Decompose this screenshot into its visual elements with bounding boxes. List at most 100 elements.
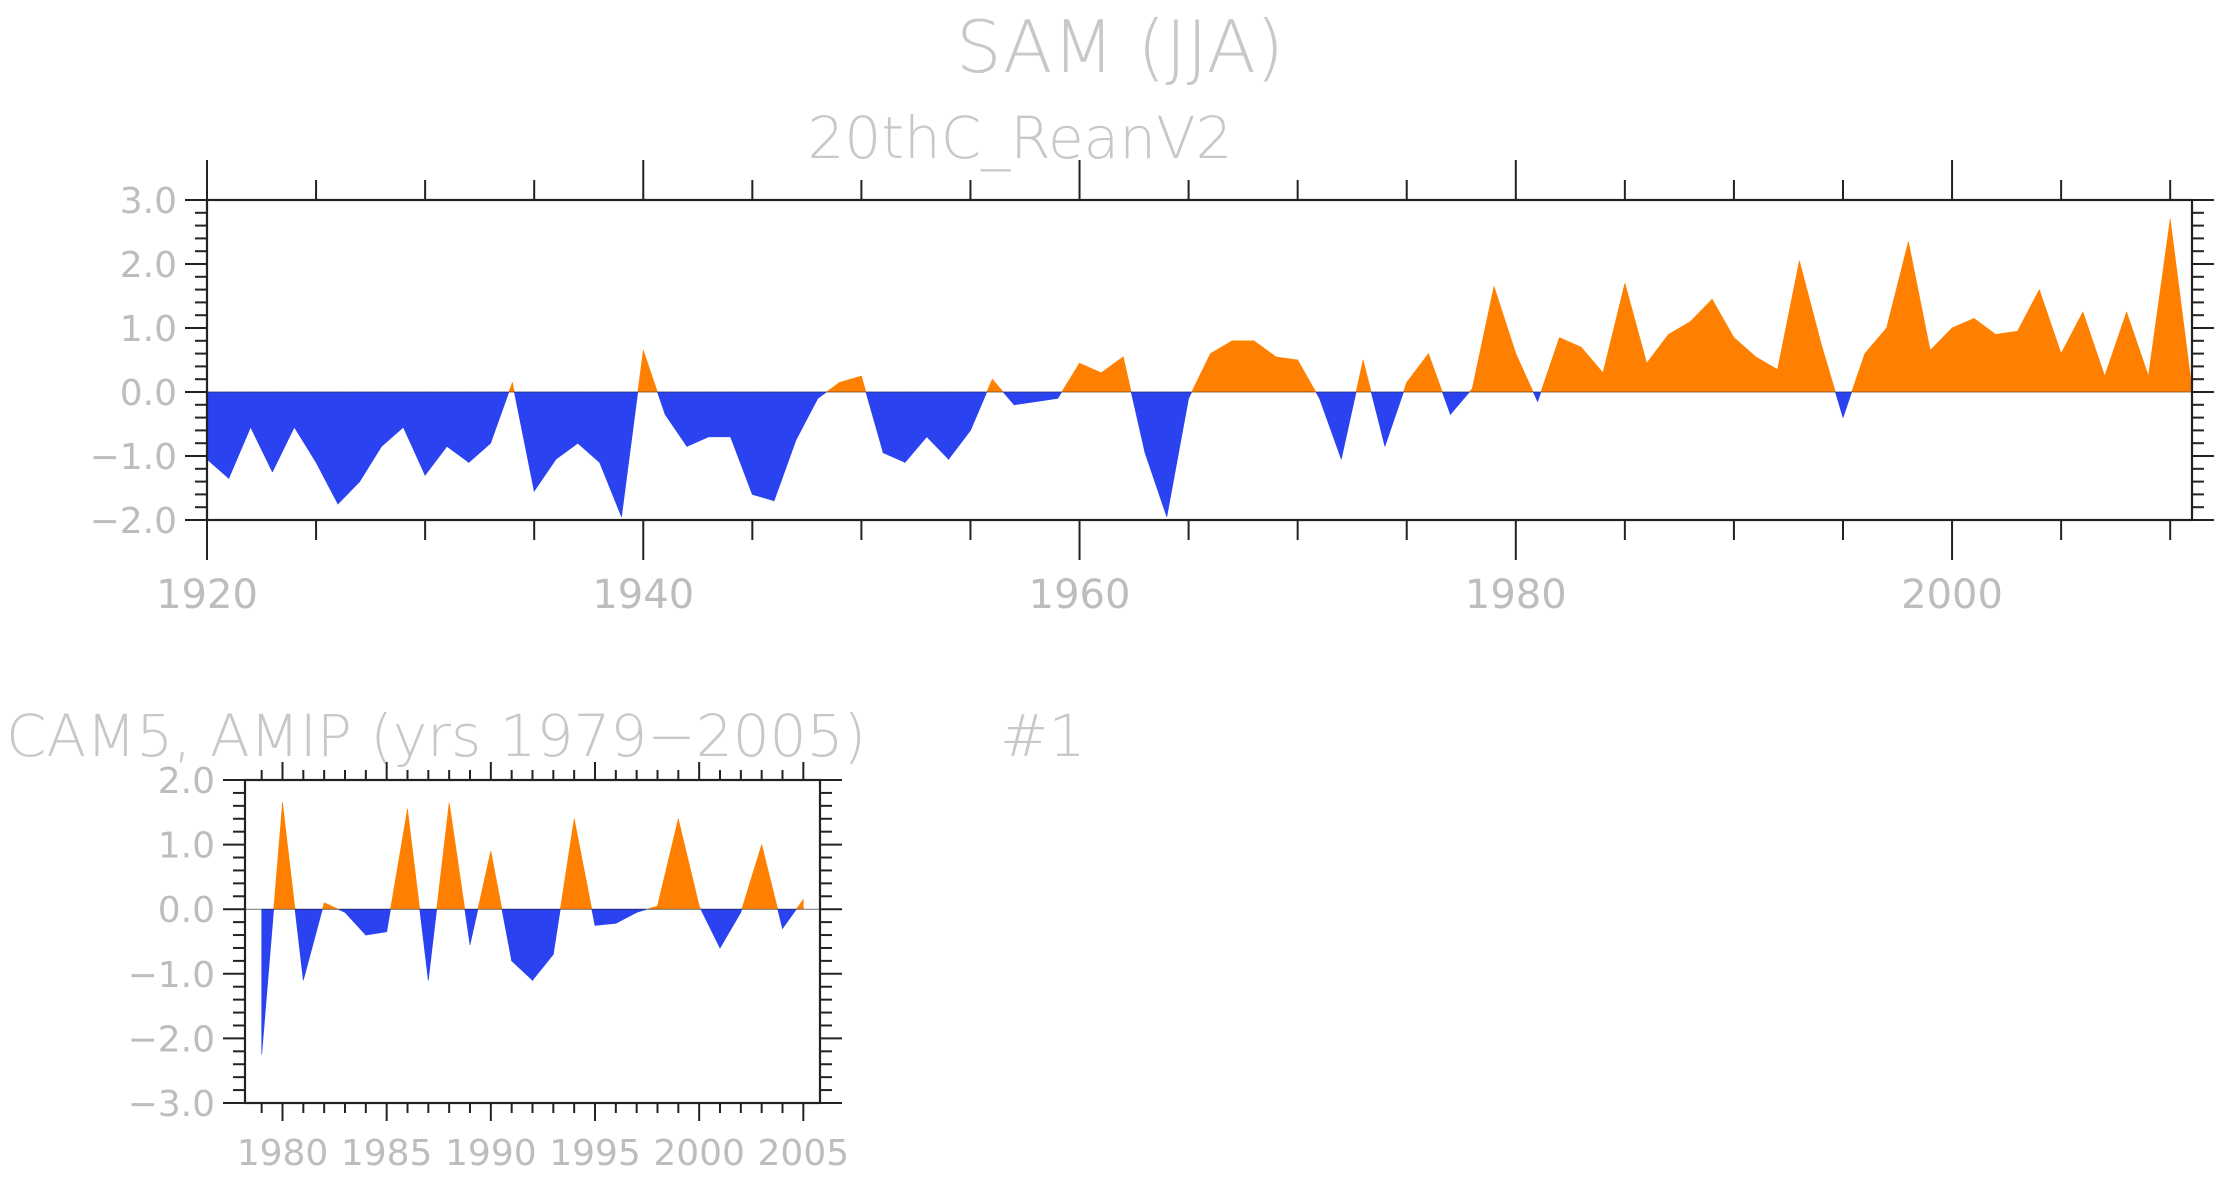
panel-1-positive-area-57 <box>2169 219 2193 393</box>
panel-1-negative-area-46 <box>1370 391 1386 447</box>
panel-1-xtick-label-3: 1980 <box>1465 572 1567 618</box>
panel-2-negative-area-10 <box>469 908 479 945</box>
panel-1-positive-area-21 <box>1403 382 1407 393</box>
panel-1-negative-area-34 <box>970 391 988 431</box>
panel-1-negative-area-6 <box>337 391 360 505</box>
panel-1-positive-area-28 <box>1540 337 1560 393</box>
panel-1-negative-area-51 <box>1537 391 1542 402</box>
panel-2-negative-area-4 <box>344 908 367 936</box>
panel-2-positive-area-9 <box>490 851 503 910</box>
panel-1-xtick-label-1: 1940 <box>592 572 694 618</box>
panel-1-negative-area-4 <box>294 391 317 464</box>
panel-2-positive-area-17 <box>761 844 779 910</box>
panel-2-negative-area-15 <box>591 908 596 926</box>
panel-1-negative-area-15 <box>533 391 557 493</box>
panel-2-subtitle: CAM5, AMIP (yrs 1979−2005) <box>6 702 866 770</box>
panel-1-positive-area-31 <box>1602 283 1626 393</box>
panel-1-negative-area-48 <box>1441 391 1451 415</box>
panel-1-positive-area-55 <box>2126 311 2149 393</box>
panel-2-xtick-label-0: 1980 <box>237 1133 329 1174</box>
panel-2-negative-area-3 <box>337 908 346 913</box>
panel-1-negative-area-16 <box>555 391 579 460</box>
panel-1-positive-area-13 <box>1191 353 1211 393</box>
panel-1-positive-area-8 <box>992 378 1004 393</box>
panel-2-negative-area-14 <box>553 908 561 955</box>
panel-1-negative-area-37 <box>1035 391 1058 402</box>
panel-2-negative-area-19 <box>700 908 721 949</box>
panel-1-negative-area-47 <box>1384 391 1404 447</box>
panel-1-positive-area-27 <box>1515 353 1534 393</box>
panel-1-positive-area-20 <box>1362 359 1372 393</box>
panel-1-positive-area-18 <box>1297 358 1317 393</box>
panel-2-positive-area-18 <box>795 898 804 910</box>
panel-2-positive-area-11 <box>573 818 593 910</box>
panel-2-positive-area-7 <box>448 802 466 910</box>
panel-1-positive-area-32 <box>1624 283 1647 393</box>
panel-2-positive-area-12 <box>647 905 658 910</box>
panel-1-negative-area-25 <box>752 391 775 502</box>
panel-1-negative-area-20 <box>656 391 666 415</box>
panel-2-negative-area-2 <box>303 908 323 981</box>
panel-1-ytick-label-5: −2.0 <box>90 501 177 542</box>
panel-1-negative-area-9 <box>403 391 426 476</box>
panel-1-negative-area-1 <box>228 391 251 479</box>
panel-1-positive-area-14 <box>1210 340 1233 393</box>
panel-1-negative-area-29 <box>865 391 884 453</box>
panel-1-positive-area-38 <box>1755 356 1778 393</box>
panel-2-positive-area-3 <box>323 902 339 910</box>
panel-1-positive-area-51 <box>2039 289 2062 393</box>
panel-1-negative-area-53 <box>1842 391 1853 418</box>
panel-1-positive-area-22 <box>1406 352 1429 393</box>
panel-2-negative-area-23 <box>782 908 797 930</box>
panel-1-ytick-label-2: 1.0 <box>120 309 177 350</box>
panel-2-negative-area-9 <box>464 908 471 945</box>
panel-1-negative-area-10 <box>424 391 448 477</box>
panel-1-positive-area-2 <box>637 350 644 393</box>
panel-1-positive-area-6 <box>861 375 867 393</box>
panel-2-positive-area-4 <box>390 809 408 910</box>
panel-1-negative-area-26 <box>773 391 797 501</box>
panel-1-positive-area-24 <box>1468 388 1473 393</box>
panel-1-negative-area-35 <box>1002 391 1015 406</box>
panel-1-positive-area-39 <box>1777 260 1800 393</box>
panel-1-positive-area-42 <box>1851 353 1866 393</box>
panel-2-member-label: #1 <box>1000 702 1086 770</box>
panel-1-positive-area-41 <box>1820 343 1836 393</box>
panel-1-ytick-label-0: 3.0 <box>120 181 177 222</box>
panel-2-negative-area-5 <box>365 908 387 936</box>
panel-1-positive-area-17 <box>1275 356 1298 393</box>
panel-2-negative-area-22 <box>777 908 783 929</box>
panel-1-negative-area-19 <box>621 391 639 517</box>
panel-2-negative-area-11 <box>501 908 512 961</box>
panel-1-positive-area-52 <box>2060 311 2084 393</box>
panel-2-negative-area-8 <box>428 908 438 981</box>
panel-1-positive-area-34 <box>1668 321 1691 393</box>
panel-1-positive-area-50 <box>2017 289 2040 393</box>
panel-1-negative-area-14 <box>513 391 535 492</box>
panel-1-ytick-label-1: 2.0 <box>120 245 177 286</box>
panel-2-xtick-label-4: 2000 <box>653 1133 745 1174</box>
panel-2-xtick-label-3: 1995 <box>549 1133 641 1174</box>
panel-2-positive-area-1 <box>282 802 296 910</box>
panel-1-negative-area-8 <box>381 391 404 448</box>
panel-1-xtick-label-0: 1920 <box>156 572 258 618</box>
panel-1-negative-area-50 <box>1532 391 1538 402</box>
panel-1-positive-area-35 <box>1690 298 1713 393</box>
panel-1-positive-area-3 <box>643 350 658 393</box>
panel-1-positive-area-11 <box>1101 356 1124 393</box>
panel-1-negative-area-13 <box>490 391 510 444</box>
panel-1-positive-area-9 <box>1061 362 1080 393</box>
panel-2-positive-area-0 <box>273 802 283 910</box>
panel-2-xtick-label-2: 1990 <box>445 1133 537 1174</box>
panel-2-negative-area-13 <box>532 908 554 982</box>
panel-1-negative-area-52 <box>1834 391 1844 418</box>
panel-1-positive-area-26 <box>1493 286 1517 393</box>
panel-1-negative-area-40 <box>1144 391 1168 517</box>
panel-1-negative-area-28 <box>817 391 828 399</box>
panel-2-positive-area-10 <box>559 818 575 910</box>
panel-1-positive-area-46 <box>1929 327 1953 393</box>
panel-2-negative-area-21 <box>740 908 743 913</box>
main-title: SAM (JJA) <box>956 5 1284 89</box>
panel-1-positive-area-54 <box>2104 311 2127 393</box>
